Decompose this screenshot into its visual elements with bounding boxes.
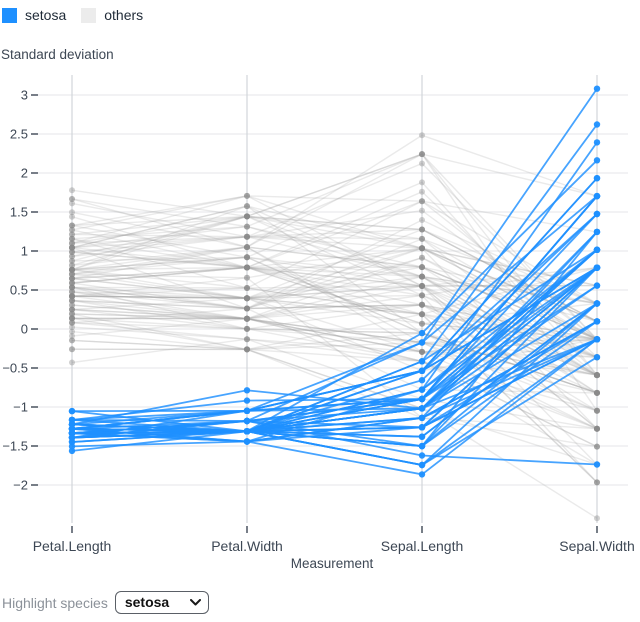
y-axis-ticks: 3 2.5 2 1.5 1 0.5 0 −0.5 −1 −1.5 −2: [2, 88, 38, 493]
y-tick-label: 0: [21, 322, 28, 337]
y-tick-label: −2: [13, 478, 28, 493]
legend-label-setosa: setosa: [25, 7, 67, 23]
others-swatch-icon: [81, 7, 97, 23]
species-select-wrap: setosa: [114, 591, 209, 614]
y-tick-label: 1.5: [10, 205, 28, 220]
y-tick-label: 2: [21, 166, 28, 181]
highlight-species-label: Highlight species: [2, 594, 108, 611]
y-tick-label: 3: [21, 88, 28, 103]
y-tick-label: −1: [13, 400, 28, 415]
y-tick-label: −0.5: [2, 361, 28, 376]
legend-item-others: others: [81, 7, 143, 23]
legend-label-others: others: [104, 7, 144, 23]
highlight-species-control: Highlight species setosa: [2, 591, 209, 614]
legend: setosa others: [2, 7, 143, 23]
species-select[interactable]: setosa: [114, 591, 209, 614]
x-axis-title: Measurement: [291, 556, 374, 571]
x-tick-label: Sepal.Length: [381, 538, 464, 554]
setosa-swatch-icon: [2, 7, 17, 23]
legend-item-setosa: setosa: [2, 7, 66, 23]
x-tick-label: Petal.Width: [211, 538, 283, 554]
x-tick-label: Petal.Length: [33, 538, 112, 554]
x-axis: Petal.Length Petal.Width Sepal.Length Sepal…: [33, 526, 635, 571]
series-setosa: [68, 85, 601, 478]
x-tick-label: Sepal.Width: [559, 538, 634, 554]
y-tick-label: 1: [21, 244, 28, 259]
y-axis-title: Standard deviation: [1, 47, 114, 62]
y-tick-label: 0.5: [10, 283, 28, 298]
y-tick-label: −1.5: [2, 439, 28, 454]
y-gridlines: [36, 94, 628, 486]
y-tick-label: 2.5: [10, 127, 28, 142]
